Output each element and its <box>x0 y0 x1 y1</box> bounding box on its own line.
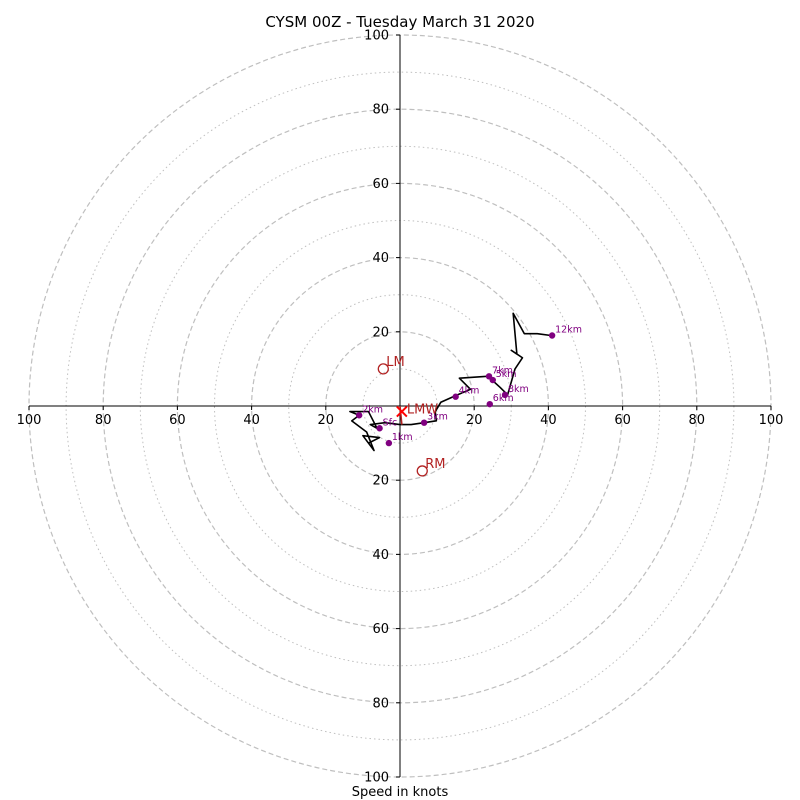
y-tick-label: 80 <box>372 103 389 118</box>
y-tick-label: 80 <box>372 696 389 711</box>
height-marker-point <box>501 391 509 399</box>
height-marker-label: 2km <box>362 404 383 415</box>
x-tick-label: 100 <box>17 413 42 428</box>
height-marker-label: 1km <box>392 432 413 443</box>
y-tick-label: 100 <box>364 771 389 786</box>
height-marker-label: 12km <box>555 325 582 336</box>
height-marker-label: 4km <box>459 386 480 397</box>
height-marker-point <box>485 373 493 380</box>
height-marker-label: 6km <box>493 393 514 404</box>
height-marker-point <box>452 393 459 400</box>
height-marker-point <box>548 332 556 339</box>
height-marker-point <box>385 439 393 447</box>
height-marker-label: 8km <box>508 384 529 395</box>
height-marker-label: 7km <box>492 365 513 376</box>
x-tick-label: 20 <box>318 413 335 428</box>
y-tick-label: 20 <box>372 474 389 489</box>
x-axis-label: Speed in knots <box>352 785 449 800</box>
storm-motion-marker <box>416 465 428 477</box>
y-tick-label: 40 <box>372 548 389 563</box>
height-marker-label: 3km <box>427 412 448 423</box>
x-tick-label: 20 <box>466 413 483 428</box>
x-tick-label: 80 <box>95 413 112 428</box>
chart-title: CYSM 00Z - Tuesday March 31 2020 <box>265 13 534 31</box>
height-marker-point <box>420 419 428 426</box>
x-tick-label: 100 <box>759 413 784 428</box>
storm-motion-label: LM <box>386 355 404 370</box>
storm-motion-label: RM <box>425 457 445 472</box>
height-marker-point <box>355 412 363 419</box>
y-tick-label: 40 <box>372 251 389 266</box>
storm-motions: LM RM LMW <box>377 355 446 477</box>
x-tick-label: 80 <box>689 413 706 428</box>
storm-motion-marker <box>377 363 389 375</box>
y-tick-label: 100 <box>364 29 389 44</box>
y-tick-label: 20 <box>372 325 389 340</box>
height-marker-label: Sfc <box>383 417 398 428</box>
height-markers: Sfc 1km 2km 3km 4km 5km 6km 7km 8km 12km <box>355 325 582 447</box>
lmw-label: LMW <box>407 403 438 418</box>
x-tick-label: 60 <box>614 413 631 428</box>
height-marker-point <box>376 425 383 432</box>
height-marker-label: 5km <box>496 369 517 380</box>
height-marker-point <box>486 400 493 408</box>
x-tick-label: 40 <box>243 413 260 428</box>
x-tick-label: 60 <box>169 413 186 428</box>
x-tick-label: 40 <box>540 413 557 428</box>
tick-labels: 100 80 60 40 20 20 40 60 80 100 100 80 60 40 20 20 40 60 8… <box>17 29 784 786</box>
wind-trace-line <box>349 312 552 452</box>
lmw-marker <box>396 405 408 418</box>
y-tick-label: 60 <box>372 622 389 637</box>
y-tick-label: 60 <box>372 177 389 192</box>
